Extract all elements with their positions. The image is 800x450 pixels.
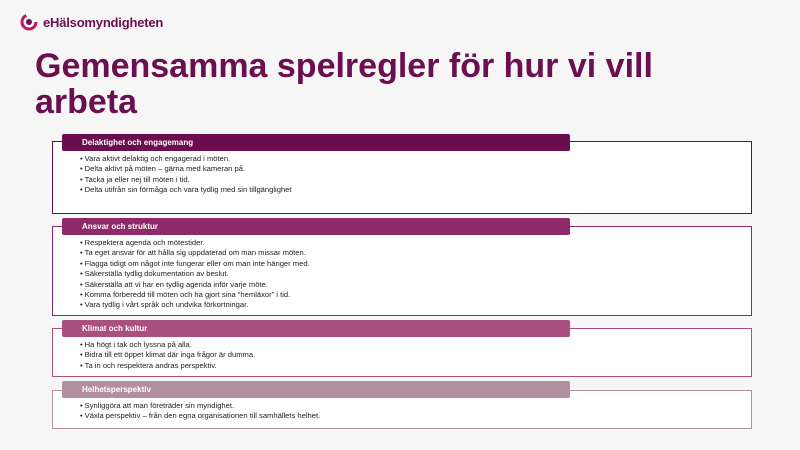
bullet-item: Vara aktivt delaktig och engagerad i möt… bbox=[80, 154, 292, 164]
bullet-item: Vara tydlig i vårt språk och undvika för… bbox=[80, 300, 310, 310]
bullet-item: Synliggöra att man företräder sin myndig… bbox=[80, 401, 320, 411]
bullet-item: Flagga tidigt om något inte fungerar ell… bbox=[80, 259, 310, 269]
bullet-item: Ta eget ansvar för att hålla sig uppdate… bbox=[80, 248, 310, 258]
section-heading: Ansvar och struktur bbox=[62, 218, 570, 235]
bullet-item: Delta utifrån sin förmåga och vara tydli… bbox=[80, 185, 292, 195]
bullet-item: Växla perspektiv – från den egna organis… bbox=[80, 411, 321, 421]
section-heading: Klimat och kultur bbox=[62, 320, 570, 337]
bullet-item: Komma förberedd till möten och ha gjort … bbox=[80, 290, 310, 300]
logo: eHälsomyndigheten bbox=[20, 12, 163, 32]
bullet-list: Vara aktivt delaktig och engagerad i möt… bbox=[80, 154, 292, 196]
bullet-list: Synliggöra att man företräder sin myndig… bbox=[80, 401, 321, 422]
logo-text: eHälsomyndigheten bbox=[43, 14, 164, 30]
section-heading: Helhetsperspektiv bbox=[62, 381, 570, 398]
bullet-item: Tacka ja eller nej till möten i tid. bbox=[80, 175, 292, 185]
bullet-item: Säkerställa att vi har en tydlig agenda … bbox=[80, 280, 310, 290]
slide-title: Gemensamma spelregler för hur vi vill ar… bbox=[35, 47, 653, 121]
bullet-item: Bidra till ett öppet klimat där inga frå… bbox=[80, 350, 256, 360]
bullet-item: Delta aktivt på möten – gärna med kamera… bbox=[80, 164, 292, 174]
bullet-list: Respektera agenda och mötestider.Ta eget… bbox=[80, 238, 310, 311]
bullet-item: Ta in och respektera andras perspektiv. bbox=[80, 361, 255, 371]
bullet-list: Ha högt i tak och lyssna på alla.Bidra t… bbox=[80, 340, 256, 371]
bullet-item: Respektera agenda och mötestider. bbox=[80, 238, 310, 248]
logo-icon bbox=[20, 13, 38, 31]
bullet-item: Ha högt i tak och lyssna på alla. bbox=[80, 340, 255, 350]
bullet-item: Säkerställa tydlig dokumentation av besl… bbox=[80, 269, 310, 279]
section-heading: Delaktighet och engagemang bbox=[62, 134, 570, 151]
